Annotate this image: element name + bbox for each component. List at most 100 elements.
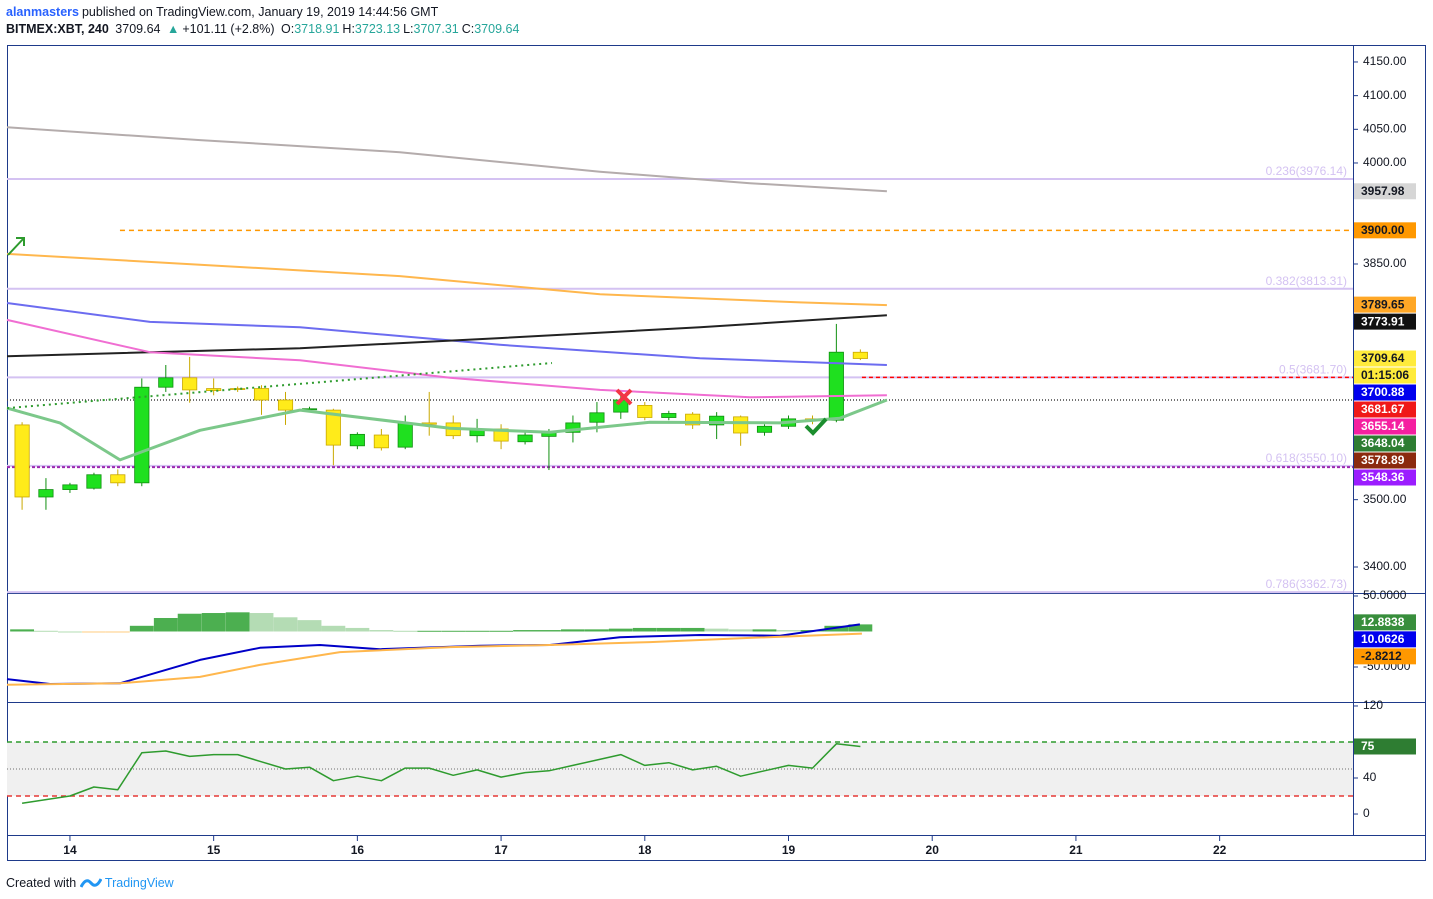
histogram-bar bbox=[513, 630, 538, 632]
price-label-bg bbox=[1354, 435, 1416, 452]
last-price: 3709.64 bbox=[115, 22, 161, 36]
indicator-line bbox=[6, 362, 553, 410]
ohlc-key: H: bbox=[342, 22, 355, 36]
fib-label: 0.5(3681.70) bbox=[1279, 362, 1347, 376]
x-tick-label: 20 bbox=[926, 843, 940, 857]
price-label: 3578.89 bbox=[1361, 453, 1405, 467]
histogram-bar bbox=[249, 613, 274, 632]
candle-body bbox=[158, 377, 174, 388]
candle-body bbox=[756, 425, 773, 433]
fib-label: 0.236(3976.14) bbox=[1266, 164, 1347, 178]
price-label-bg bbox=[1354, 452, 1416, 469]
y-tick-label: 50.0000 bbox=[1363, 588, 1407, 602]
histogram-bar bbox=[297, 620, 322, 632]
histogram-bar bbox=[225, 612, 250, 632]
indicator-line bbox=[6, 252, 887, 307]
symbol-line: BITMEX:XBT, 240 3709.64 ▲ +101.11 (+2.8%)… bbox=[6, 22, 525, 36]
frame bbox=[7, 45, 1426, 861]
ohlc-key: O: bbox=[281, 22, 295, 36]
histogram-bar bbox=[129, 625, 154, 632]
price-label-bg bbox=[1354, 418, 1416, 435]
price-label-bg bbox=[1354, 183, 1416, 200]
x-tick-label: 18 bbox=[638, 843, 652, 857]
histogram-bar bbox=[776, 630, 801, 632]
fib-label: 0.786(3362.73) bbox=[1266, 577, 1347, 591]
histogram-bar bbox=[728, 629, 753, 632]
price-label-bg bbox=[1354, 401, 1416, 418]
price-label: -2.8212 bbox=[1361, 649, 1402, 663]
candle-body bbox=[589, 412, 605, 423]
price-label: 3789.65 bbox=[1361, 297, 1405, 311]
change: +101.11 (+2.8%) bbox=[182, 22, 275, 36]
candle-body bbox=[62, 484, 78, 490]
histogram-bar bbox=[704, 628, 729, 632]
price-label-bg bbox=[1354, 296, 1416, 313]
author[interactable]: alanmasters bbox=[6, 5, 79, 19]
histogram-bar bbox=[105, 631, 130, 633]
x-tick-label: 17 bbox=[494, 843, 508, 857]
ohlc-key: C: bbox=[461, 22, 475, 36]
price-label: 3655.14 bbox=[1361, 419, 1405, 433]
x-tick-label: 15 bbox=[207, 843, 221, 857]
candle-body bbox=[253, 388, 270, 401]
candle-body bbox=[230, 388, 246, 390]
ohlc-value: 3723.13 bbox=[354, 22, 401, 36]
logo bbox=[79, 878, 103, 888]
price-label-bg bbox=[1354, 384, 1416, 401]
price-label-bg bbox=[1354, 313, 1416, 330]
ohlc-value: 3718.91 bbox=[294, 22, 340, 36]
footer: Created with TradingView bbox=[6, 873, 174, 890]
candle-body bbox=[709, 415, 725, 426]
price-label: 3681.67 bbox=[1361, 402, 1405, 416]
price-label: 3900.00 bbox=[1361, 223, 1405, 237]
signal-arrow bbox=[7, 237, 25, 256]
price-label: 10.0626 bbox=[1361, 632, 1405, 646]
histogram-bar bbox=[417, 630, 442, 632]
histogram-bar bbox=[848, 624, 873, 632]
price-label-bg bbox=[1354, 350, 1416, 367]
price-label-bg bbox=[1354, 631, 1416, 648]
histogram-bar bbox=[10, 629, 35, 632]
histogram-bar bbox=[441, 630, 466, 632]
candle-body bbox=[637, 404, 653, 418]
candle-body bbox=[182, 377, 198, 391]
candle-body bbox=[110, 474, 126, 484]
histogram-bar bbox=[608, 628, 633, 632]
price-label: 3700.88 bbox=[1361, 385, 1405, 399]
price-label: 3773.91 bbox=[1361, 314, 1405, 328]
candle-body bbox=[206, 388, 222, 391]
histogram-bar bbox=[680, 627, 705, 632]
price-label-bg bbox=[1354, 738, 1416, 755]
histogram-bar bbox=[153, 617, 178, 632]
indicator-line bbox=[6, 126, 887, 193]
candle-body bbox=[517, 434, 533, 443]
candle-body bbox=[565, 422, 581, 433]
candle-body bbox=[685, 413, 701, 426]
histogram-bar bbox=[489, 630, 514, 632]
published: published on TradingView.com, January 19… bbox=[81, 5, 439, 19]
price-label: 12.8838 bbox=[1361, 615, 1405, 629]
x-tick-label: 21 bbox=[1069, 843, 1083, 857]
y-tick-label: 3850.00 bbox=[1363, 256, 1407, 270]
histogram-bar bbox=[345, 627, 370, 632]
price-label: 01:15:06 bbox=[1361, 368, 1409, 382]
candle-body bbox=[733, 416, 749, 434]
price-label: 3648.04 bbox=[1361, 436, 1405, 450]
histogram-bar bbox=[632, 627, 657, 632]
fib-label: 0.382(3813.31) bbox=[1266, 274, 1347, 288]
arrow: ▲ bbox=[166, 22, 180, 36]
price-label-bg bbox=[1354, 648, 1416, 665]
histogram-bar bbox=[82, 631, 106, 633]
candle-body bbox=[134, 386, 150, 484]
indicator-line bbox=[6, 632, 862, 686]
brand[interactable]: TradingView bbox=[104, 876, 174, 890]
ohlc: O:3718.91 H:3723.13 L:3707.31 C:3709.64 bbox=[281, 22, 522, 36]
ohlc-key: L: bbox=[403, 22, 414, 36]
histogram-bar bbox=[58, 631, 82, 633]
footer-text: Created with bbox=[6, 876, 77, 890]
candle-body bbox=[14, 424, 30, 498]
indicator-line bbox=[6, 398, 888, 462]
price-label: 3548.36 bbox=[1361, 470, 1405, 484]
price-label-bg bbox=[1354, 222, 1416, 239]
